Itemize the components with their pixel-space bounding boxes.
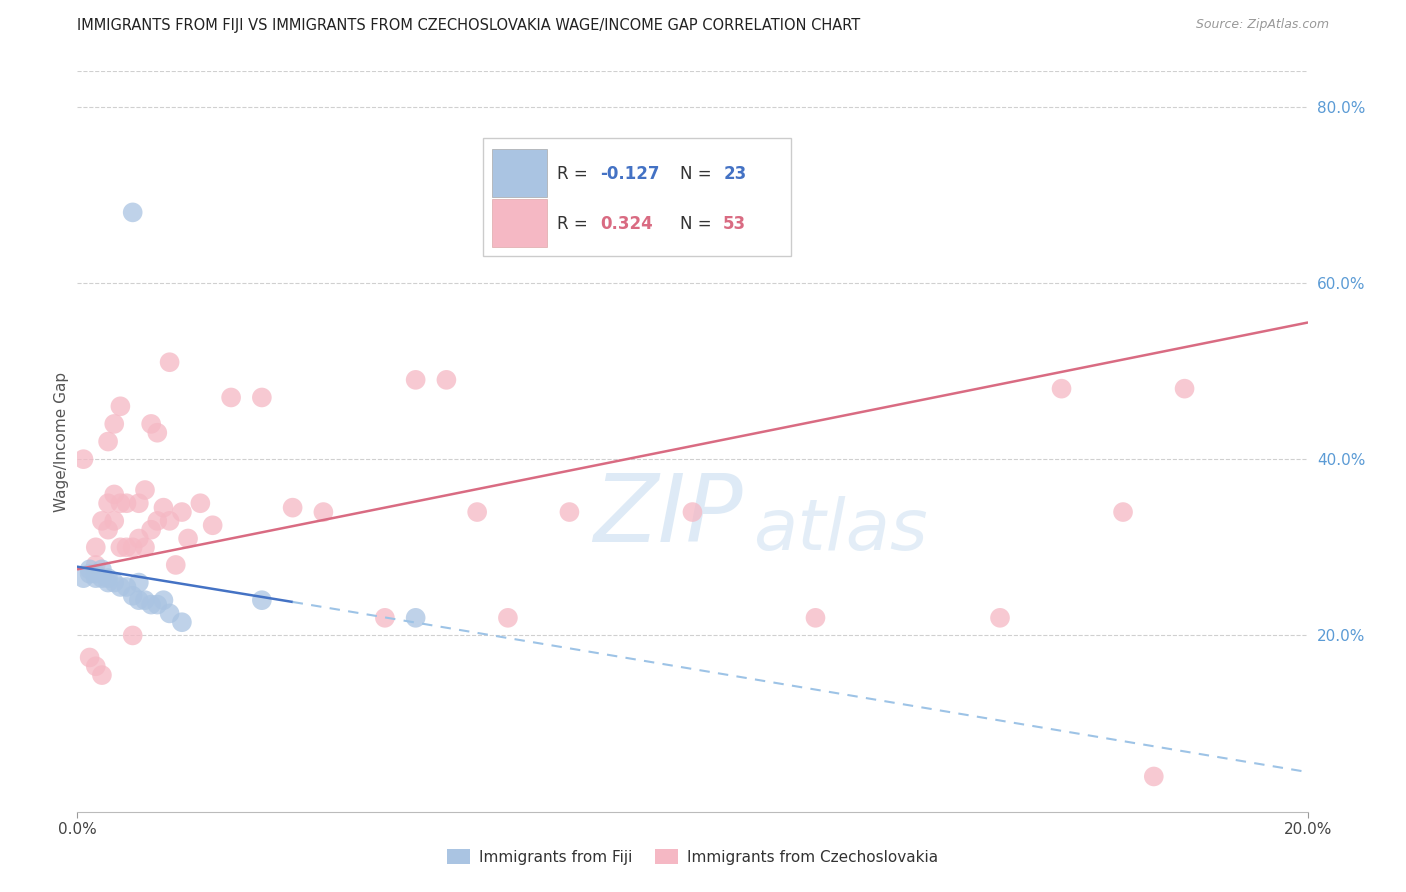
Point (152, 593, 174, 607)
Point (159, 607, 181, 621)
Point (496, 611, 519, 625)
Point (281, 500, 304, 515)
Point (374, 611, 396, 625)
Point (1174, 382, 1197, 396)
Point (115, 496, 138, 510)
Point (312, 505, 335, 519)
Point (558, 505, 581, 519)
Point (128, 575, 150, 590)
Point (103, 417, 125, 431)
Point (134, 541, 156, 555)
Point (405, 611, 427, 625)
Point (103, 487, 125, 501)
Point (804, 611, 827, 625)
Text: ZIP: ZIP (593, 470, 742, 561)
Point (170, 615, 193, 630)
Point (141, 598, 163, 612)
Point (110, 496, 132, 510)
Point (84, 659, 107, 673)
Point (115, 580, 138, 594)
Point (90, 562, 114, 576)
Point (134, 483, 156, 497)
FancyBboxPatch shape (492, 199, 547, 247)
Point (1112, 505, 1135, 519)
Text: Source: ZipAtlas.com: Source: ZipAtlas.com (1195, 18, 1329, 31)
Text: N =: N = (681, 215, 711, 233)
Point (250, 593, 273, 607)
Text: R =: R = (557, 215, 588, 233)
Point (165, 558, 187, 572)
Point (79, 650, 101, 665)
Point (90, 514, 114, 528)
Point (110, 541, 132, 555)
Point (170, 505, 193, 519)
Point (1050, 382, 1073, 396)
Point (465, 505, 488, 519)
Point (250, 391, 273, 405)
Point (72, 571, 94, 585)
Point (141, 523, 163, 537)
Point (159, 355, 181, 369)
Point (110, 399, 132, 413)
Text: R =: R = (557, 164, 588, 183)
Point (115, 541, 138, 555)
FancyBboxPatch shape (492, 149, 547, 197)
Legend: Immigrants from Fiji, Immigrants from Czechoslovakia: Immigrants from Fiji, Immigrants from Cz… (440, 843, 945, 871)
Point (201, 518, 224, 533)
Point (103, 514, 125, 528)
Point (84, 541, 107, 555)
Point (436, 373, 458, 387)
Point (146, 425, 169, 440)
Point (159, 514, 181, 528)
Text: 53: 53 (723, 215, 747, 233)
Point (188, 496, 212, 510)
Point (121, 589, 143, 603)
Point (152, 500, 174, 515)
Point (97, 434, 120, 449)
Point (134, 593, 156, 607)
Point (103, 575, 125, 590)
Point (110, 580, 132, 594)
Point (121, 628, 143, 642)
Point (84, 571, 107, 585)
Point (97, 496, 120, 510)
Point (128, 593, 150, 607)
Y-axis label: Wage/Income Gap: Wage/Income Gap (53, 371, 69, 512)
Point (141, 417, 163, 431)
Text: IMMIGRANTS FROM FIJI VS IMMIGRANTS FROM CZECHOSLOVAKIA WAGE/INCOME GAP CORRELATI: IMMIGRANTS FROM FIJI VS IMMIGRANTS FROM … (77, 18, 860, 33)
FancyBboxPatch shape (484, 138, 792, 257)
Point (988, 611, 1011, 625)
Point (97, 571, 120, 585)
Point (121, 541, 143, 555)
Point (121, 205, 143, 219)
Text: 0.324: 0.324 (600, 215, 652, 233)
Point (90, 571, 114, 585)
Point (84, 558, 107, 572)
Text: N =: N = (681, 164, 711, 183)
Point (79, 566, 101, 581)
Text: 23: 23 (723, 164, 747, 183)
Point (146, 514, 169, 528)
Point (682, 505, 704, 519)
Point (405, 373, 427, 387)
Point (79, 562, 101, 576)
Text: -0.127: -0.127 (600, 164, 659, 183)
Point (97, 575, 120, 590)
Point (177, 532, 200, 546)
Point (146, 598, 169, 612)
Point (1143, 769, 1166, 783)
Point (97, 523, 120, 537)
Text: atlas: atlas (752, 496, 928, 565)
Point (128, 496, 150, 510)
Point (72, 452, 94, 467)
Point (128, 532, 150, 546)
Point (84, 566, 107, 581)
Point (219, 391, 242, 405)
Point (90, 668, 114, 682)
